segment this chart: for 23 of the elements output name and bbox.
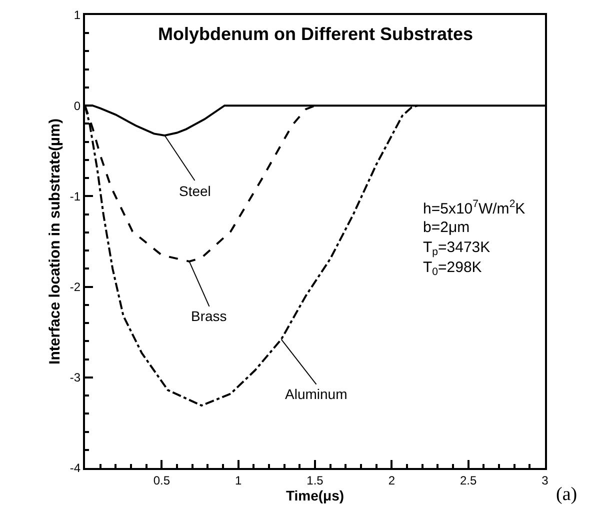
y-tick-label: -4	[70, 461, 81, 476]
x-tick-label: 1.5	[306, 473, 324, 488]
y-tick-label: -3	[70, 370, 81, 385]
text: Molybdenum on Different Substrates	[158, 24, 474, 44]
y-tick-label: -1	[70, 189, 81, 204]
y-tick-label: 0	[74, 98, 81, 113]
x-tick-label: 3	[542, 473, 549, 488]
x-axis-title: Time(μs)	[286, 487, 344, 504]
annotation: b=2μm	[423, 219, 470, 236]
annotation: T$_{0}$=298K	[423, 259, 482, 278]
annotation: T$_{p}$=3473K	[423, 239, 490, 258]
x-tick-label: 2	[388, 473, 396, 488]
annotation: Steel	[179, 183, 211, 199]
x-tick-label: 1	[234, 473, 242, 488]
y-axis-title: Interface location in substrate(μm)	[46, 118, 64, 364]
annotation: Aluminum	[285, 386, 348, 402]
text: (a)	[556, 484, 578, 505]
y-tick-label: -2	[70, 280, 81, 294]
x-tick-label: 2.5	[460, 473, 477, 488]
y-tick-label: 1	[74, 8, 81, 22]
x-tick-label: 0.5	[153, 473, 170, 488]
annotation: Brass	[191, 308, 227, 324]
annotation: h=5x10$^{7}$W/m$^{2}$K	[423, 198, 526, 218]
